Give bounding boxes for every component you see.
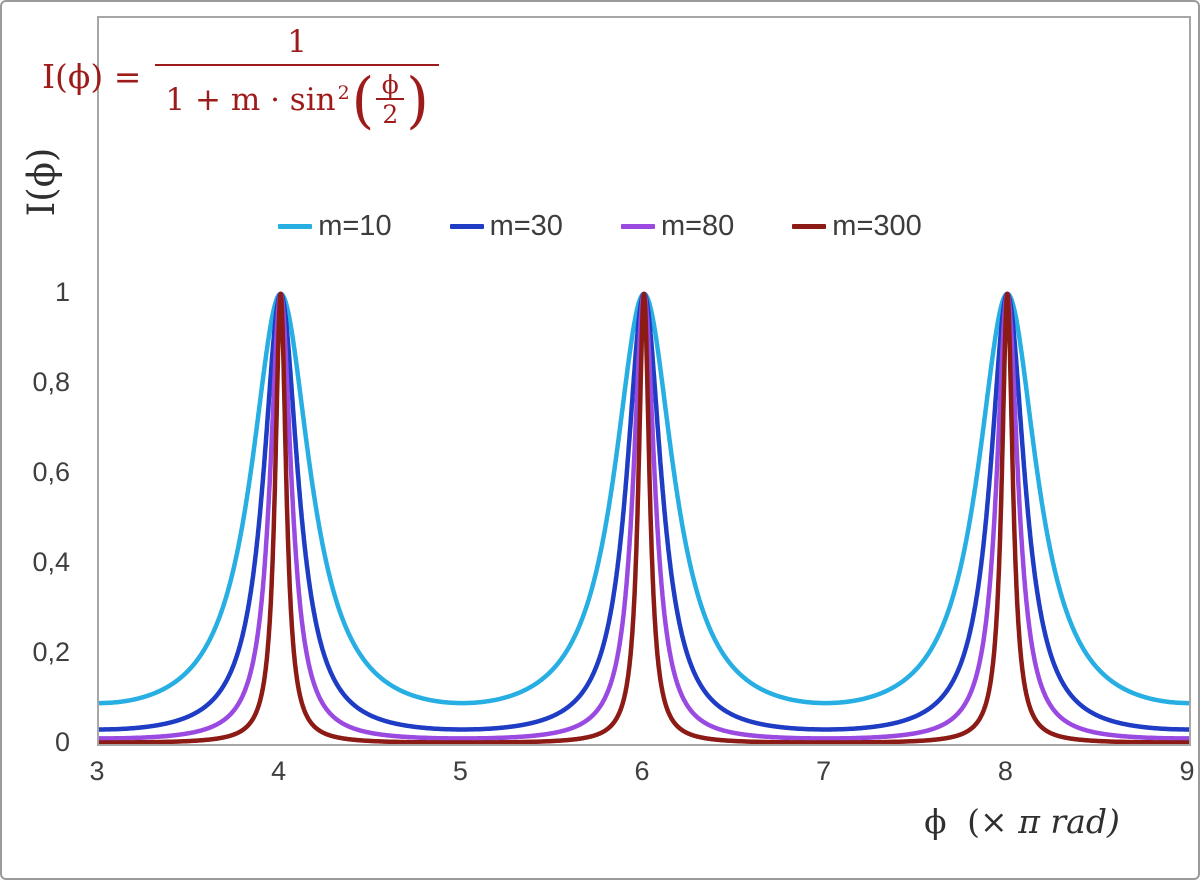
legend: m=10 m=30 m=80 m=300 (2, 210, 1198, 243)
legend-marker-m=300 (792, 224, 827, 229)
legend-marker-m=30 (449, 224, 484, 229)
x-title-pi-rad: π rad (1018, 802, 1107, 841)
x-tick-label: 3 (89, 756, 105, 786)
formula-den-prefix: 1 + m · sin (165, 82, 336, 119)
legend-marker-m=80 (620, 224, 655, 229)
x-tick-label: 8 (997, 756, 1013, 786)
legend-label: m=30 (489, 210, 563, 242)
y-tick-label: 0,8 (32, 366, 70, 397)
y-tick-label: 1 (54, 276, 70, 307)
plot-area (97, 16, 1191, 746)
formula-denominator: 1 + m · sin 2 ( ϕ 2 ) (155, 64, 439, 136)
legend-label: m=80 (660, 210, 735, 242)
legend-label: m=300 (832, 210, 922, 242)
curves-svg (99, 291, 1189, 744)
open-paren: ( (351, 64, 375, 136)
legend-marker-m=10 (278, 224, 313, 229)
y-tick-label: 0,4 (32, 546, 70, 577)
x-title-close: ) (1106, 802, 1120, 841)
x-tick-label: 6 (634, 756, 650, 786)
legend-item-m=30: m=30 (449, 210, 563, 243)
x-tick-label: 4 (271, 756, 287, 786)
legend-label: m=10 (318, 210, 392, 242)
formula-lhs: I(ϕ) = (42, 56, 142, 96)
x-title-phi: ϕ (924, 802, 947, 841)
x-tick-label: 9 (1179, 756, 1195, 786)
formula-numerator: 1 (287, 24, 307, 60)
legend-item-m=10: m=10 (278, 210, 392, 243)
legend-item-m=300: m=300 (792, 210, 922, 243)
y-tick-label: 0,2 (32, 636, 70, 667)
formula-annotation: I(ϕ) = 1 1 + m · sin 2 ( ϕ 2 ) (42, 24, 439, 136)
legend-item-m=80: m=80 (620, 210, 735, 243)
y-tick-label: 0,6 (32, 456, 70, 487)
formula-fraction: 1 1 + m · sin 2 ( ϕ 2 ) (155, 24, 439, 136)
x-axis-title: ϕ (× π rad) (862, 802, 1182, 841)
x-tick-label: 5 (452, 756, 468, 786)
x-title-open: (× (967, 802, 1008, 841)
curve-m=80 (99, 291, 1189, 741)
inner-denominator: 2 (376, 98, 405, 129)
curve-m=300 (99, 291, 1189, 744)
y-tick-label: 0 (54, 727, 70, 757)
close-paren: ) (406, 64, 429, 136)
curve-m=30 (99, 291, 1189, 732)
inner-fraction: ϕ 2 (376, 70, 405, 129)
formula-exponent: 2 (337, 82, 350, 105)
x-tick-label: 7 (816, 756, 832, 786)
inner-numerator: ϕ (381, 70, 399, 99)
